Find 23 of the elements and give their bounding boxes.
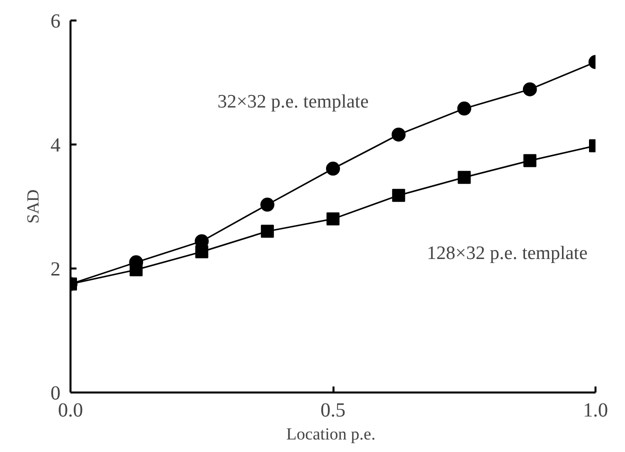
point (522, 82, 537, 96)
y-axis-title: SAD (24, 189, 42, 224)
point (457, 102, 472, 116)
text: 128×32 p.e. template (426, 242, 588, 264)
series-label: 32×32 p.e. template (218, 92, 369, 113)
point (260, 198, 274, 212)
x-axis-title: Location p.e. (286, 424, 376, 444)
point (458, 170, 471, 184)
point (392, 188, 406, 202)
point (392, 128, 406, 142)
x-tick-label: 0.0 (58, 400, 83, 422)
point (326, 212, 340, 226)
y-tick-label: 4 (50, 134, 60, 156)
point (130, 263, 143, 276)
x-tick-label: 0.5 (320, 400, 346, 422)
y-tick-label: 6 (50, 10, 60, 32)
point (260, 224, 274, 238)
x-tick-label: 1.0 (583, 400, 608, 422)
point (523, 154, 536, 168)
y-tick-label: 2 (50, 258, 60, 280)
y-tick-label: 0 (50, 382, 60, 404)
point (326, 162, 340, 176)
point (195, 245, 208, 258)
